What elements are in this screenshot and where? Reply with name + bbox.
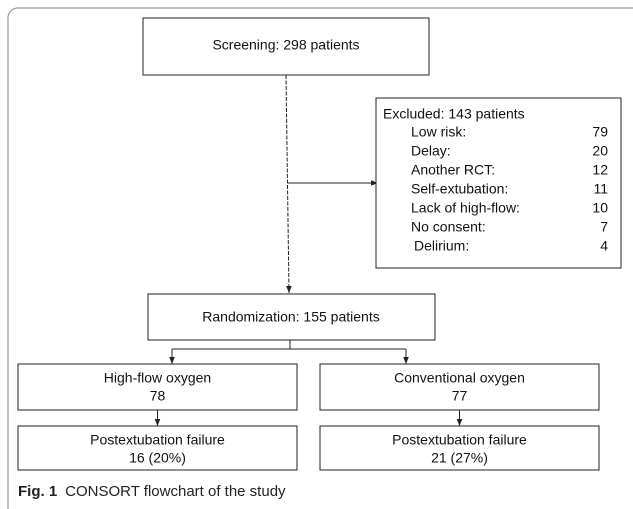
- frame: [7, 7, 633, 509]
- reason-label: Another RCT:: [411, 162, 495, 178]
- arm-count: 78: [150, 388, 166, 404]
- caption-text: CONSORT flowchart of the study: [65, 483, 286, 500]
- reason-label: No consent:: [411, 219, 486, 235]
- randomization-label: Randomization: 155 patients: [202, 309, 379, 325]
- reason-count: 7: [600, 219, 608, 235]
- outcome-label: Postextubation failure: [392, 432, 527, 448]
- randomization-box: [147, 293, 436, 341]
- arms: High-flow oxygen 78 Postextubation failure…: [17, 363, 600, 471]
- reason-label: Delay:: [411, 143, 451, 159]
- outcome-box: [17, 425, 298, 471]
- arm-name: Conventional oxygen: [394, 370, 525, 386]
- caption: Fig. 1 CONSORT flowchart of the study: [18, 483, 286, 500]
- outcome-value: 16 (20%): [129, 450, 186, 466]
- excluded-reasons: Low risk: 79 Delay: 20 Another RCT: 12 Self-ex…: [411, 124, 608, 254]
- caption-label: Fig. 1: [18, 483, 57, 500]
- reason-count: 4: [600, 238, 608, 254]
- arm-box: [17, 363, 298, 411]
- reason-count: 11: [593, 181, 608, 197]
- excluded-title: Excluded: 143 patients: [383, 106, 525, 122]
- excluded-box: [375, 97, 622, 269]
- arm-box: [319, 363, 600, 411]
- arm-count: 77: [452, 388, 468, 404]
- reason-label: Low risk:: [411, 124, 466, 140]
- reason-label: Self-extubation:: [411, 181, 508, 197]
- reason-label: Delirium:: [414, 238, 469, 254]
- outcome-value: 21 (27%): [431, 450, 488, 466]
- reason-label: Lack of high-flow:: [411, 200, 520, 216]
- arm-name: High-flow oxygen: [104, 370, 211, 386]
- screening-label: Screening: 298 patients: [212, 37, 359, 53]
- arrow: [285, 74, 292, 294]
- reason-count: 20: [592, 143, 608, 159]
- outcome-label: Postextubation failure: [90, 432, 225, 448]
- screening-box: [142, 17, 430, 76]
- outcome-box: [319, 425, 600, 471]
- reason-count: 10: [592, 200, 608, 216]
- reason-count: 79: [592, 124, 608, 140]
- reason-count: 12: [592, 162, 608, 178]
